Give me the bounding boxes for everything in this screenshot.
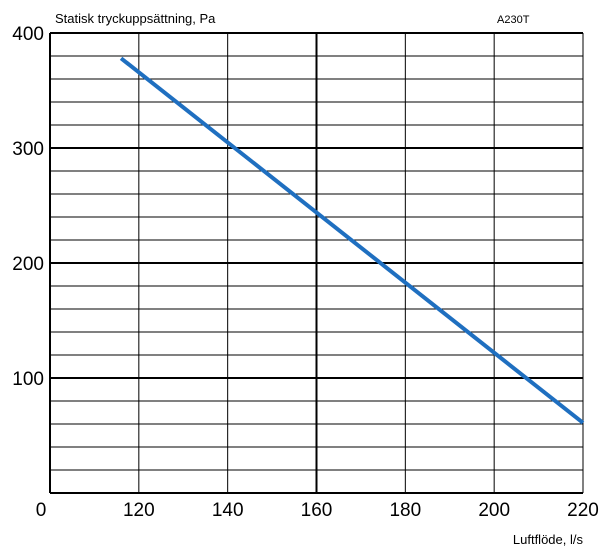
x-tick-label: 140 [212,500,244,521]
x-tick-label: 120 [123,500,155,521]
y-tick-label: 300 [12,139,44,160]
x-tick-label: 200 [478,500,510,521]
tick-labels: 100 200 300 400 120 140 160 180 200 220 [12,24,599,521]
x-axis-label: Luftflöde, l/s [513,532,584,546]
series [119,56,585,425]
grid [50,32,584,493]
y-tick-label: 200 [12,254,44,275]
axes [49,33,583,494]
y-tick-label: 400 [12,24,44,45]
series-line [119,56,585,425]
x-origin-label: 0 [36,500,47,521]
y-tick-label: 100 [12,369,44,390]
x-tick-label: 160 [301,500,333,521]
x-tick-label: 180 [389,500,421,521]
chart-title: Statisk tryckuppsättning, Pa [55,11,216,26]
x-tick-label: 220 [567,500,599,521]
model-label: A230T [497,14,530,26]
